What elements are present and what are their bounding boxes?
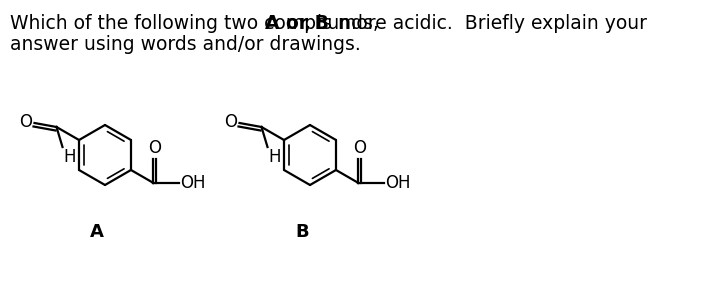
Text: answer using words and/or drawings.: answer using words and/or drawings. xyxy=(10,35,361,54)
Text: A or B: A or B xyxy=(265,14,329,33)
Text: Which of the following two compounds,: Which of the following two compounds, xyxy=(10,14,385,33)
Text: O: O xyxy=(353,139,366,157)
Text: O: O xyxy=(148,139,161,157)
Text: B: B xyxy=(295,223,309,241)
Text: O: O xyxy=(225,113,238,131)
Text: A: A xyxy=(90,223,104,241)
Text: O: O xyxy=(19,113,32,131)
Text: , is more acidic.  Briefly explain your: , is more acidic. Briefly explain your xyxy=(305,14,647,33)
Text: OH: OH xyxy=(385,174,411,192)
Text: OH: OH xyxy=(181,174,206,192)
Text: H: H xyxy=(269,148,281,166)
Text: H: H xyxy=(63,148,76,166)
